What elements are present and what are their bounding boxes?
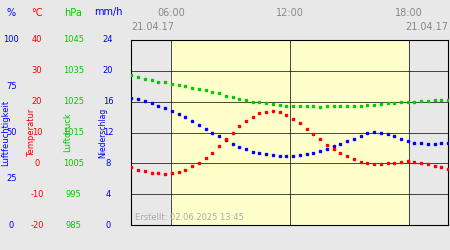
Text: hPa: hPa — [64, 8, 82, 18]
Text: 1045: 1045 — [63, 36, 84, 44]
Text: 75: 75 — [6, 82, 17, 91]
Text: Luftfeuchtigkeit: Luftfeuchtigkeit — [1, 100, 10, 166]
Bar — [171, 40, 409, 225]
Text: 24: 24 — [103, 36, 113, 44]
Text: Niederschlag: Niederschlag — [98, 108, 107, 158]
Bar — [131, 40, 171, 225]
Text: 0: 0 — [9, 220, 14, 230]
Text: 4: 4 — [105, 190, 111, 199]
Text: 25: 25 — [6, 174, 17, 183]
Text: 100: 100 — [4, 36, 19, 44]
Text: 21.04.17: 21.04.17 — [405, 22, 448, 32]
Text: 1025: 1025 — [63, 97, 84, 106]
Text: 16: 16 — [103, 97, 113, 106]
Text: Luftdruck: Luftdruck — [63, 112, 72, 152]
Text: 985: 985 — [65, 220, 81, 230]
Text: -20: -20 — [30, 220, 44, 230]
Text: 12: 12 — [103, 128, 113, 137]
Text: 20: 20 — [103, 66, 113, 75]
Text: 21.04.17: 21.04.17 — [131, 22, 175, 32]
Text: 30: 30 — [32, 66, 42, 75]
Text: 8: 8 — [105, 159, 111, 168]
Text: -10: -10 — [30, 190, 44, 199]
Text: 12:00: 12:00 — [276, 8, 304, 18]
Text: °C: °C — [31, 8, 43, 18]
Text: 1035: 1035 — [63, 66, 84, 75]
Text: Erstellt: 02.06.2025 13:45: Erstellt: 02.06.2025 13:45 — [135, 214, 243, 222]
Text: %: % — [7, 8, 16, 18]
Text: 0: 0 — [105, 220, 111, 230]
Text: 995: 995 — [66, 190, 81, 199]
Text: 1015: 1015 — [63, 128, 84, 137]
Text: 18:00: 18:00 — [395, 8, 423, 18]
Text: 10: 10 — [32, 128, 42, 137]
Text: 06:00: 06:00 — [157, 8, 185, 18]
Text: 0: 0 — [34, 159, 40, 168]
Text: mm/h: mm/h — [94, 8, 122, 18]
Text: 50: 50 — [6, 128, 17, 137]
Text: 1005: 1005 — [63, 159, 84, 168]
Text: Temperatur: Temperatur — [27, 108, 36, 157]
Bar — [409, 40, 448, 225]
Text: 20: 20 — [32, 97, 42, 106]
Text: 40: 40 — [32, 36, 42, 44]
